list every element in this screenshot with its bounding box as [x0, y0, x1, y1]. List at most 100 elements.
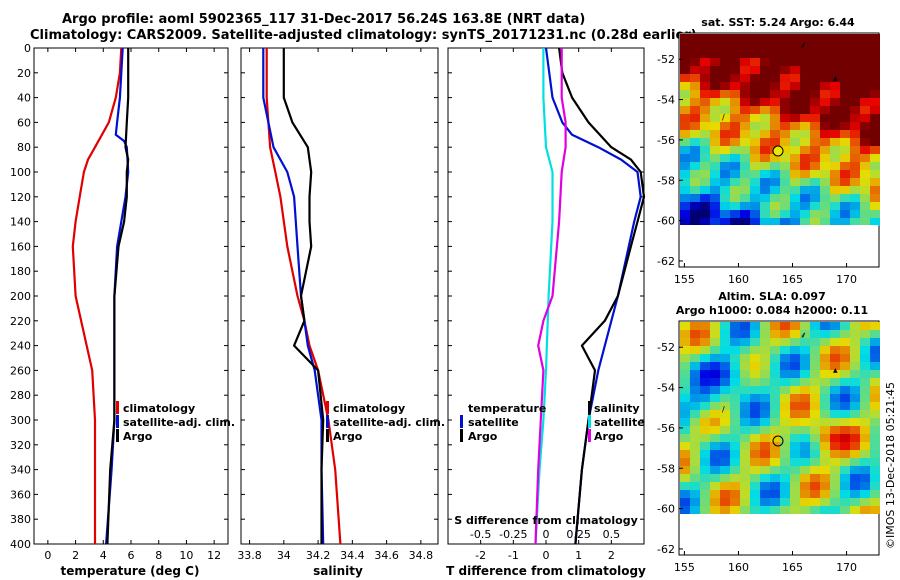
sst-cell: [750, 162, 760, 170]
sst-cell: [830, 146, 840, 154]
sla-cell: [700, 322, 710, 330]
sst-cell: [870, 90, 880, 98]
sst-cell: [750, 114, 760, 122]
temperature-plot-frame: [33, 47, 229, 545]
sla-cell: [860, 482, 870, 490]
sst-cell: [760, 194, 770, 202]
sst-cell: [830, 186, 840, 194]
sst-cell: [720, 98, 730, 106]
sla-cell: [680, 410, 690, 418]
map-y-tick-label: -60: [657, 503, 675, 516]
sst-cell: [720, 194, 730, 202]
sla-cell: [810, 322, 820, 330]
sla-cell: [800, 402, 810, 410]
sla-cell: [860, 394, 870, 402]
sst-cell: [700, 194, 710, 202]
sst-cell: [790, 42, 800, 50]
sst-cell: [780, 58, 790, 66]
sst-cell: [720, 90, 730, 98]
sla-cell: [820, 506, 830, 514]
sla-cell: [790, 450, 800, 458]
sst-cell: [870, 122, 880, 130]
sst-cell: [740, 50, 750, 58]
sst-cell: [680, 194, 690, 202]
sst-cell: [720, 138, 730, 146]
top-tick-label: -0.25: [499, 528, 527, 541]
sla-cell: [730, 474, 740, 482]
sla-cell: [700, 434, 710, 442]
sla-cell: [730, 346, 740, 354]
sst-cell: [870, 74, 880, 82]
x-tick-label: 0: [44, 549, 51, 562]
sst-cell: [820, 138, 830, 146]
sla-cell: [790, 410, 800, 418]
sla-cell: [790, 482, 800, 490]
sla-cell: [840, 402, 850, 410]
sla-island-mark: ⸙: [800, 331, 807, 341]
sla-cell: [830, 450, 840, 458]
sla-cell: [730, 386, 740, 394]
sla-cell: [750, 498, 760, 506]
sst-cell: [690, 170, 700, 178]
sla-cell: [710, 362, 720, 370]
sst-cell: [690, 58, 700, 66]
sla-cell: [730, 458, 740, 466]
sst-cell: [710, 170, 720, 178]
sst-cell: [760, 106, 770, 114]
sst-cell: [770, 162, 780, 170]
sst-cell: [870, 218, 880, 226]
sst-cell: [770, 186, 780, 194]
sst-cell: [780, 66, 790, 74]
sla-cell: [720, 466, 730, 474]
y-tick-label: 360: [10, 488, 31, 501]
sla-cell: [760, 386, 770, 394]
sst-cell: [700, 146, 710, 154]
sst-cell: [850, 178, 860, 186]
sst-cell: [830, 58, 840, 66]
sst-cell: [860, 186, 870, 194]
sla-cell: [810, 330, 820, 338]
sst-cell: [840, 170, 850, 178]
sla-cell: [820, 346, 830, 354]
x-tick-label: 4: [100, 549, 107, 562]
sst-cell: [740, 162, 750, 170]
sla-cell: [850, 458, 860, 466]
sla-cell: [800, 458, 810, 466]
sla-cell: [860, 474, 870, 482]
sst-cell: [810, 170, 820, 178]
sla-cell: [780, 458, 790, 466]
sst-cell: [700, 114, 710, 122]
sst-cell: [750, 178, 760, 186]
sst-cell: [830, 42, 840, 50]
sla-cell: [760, 338, 770, 346]
sst-cell: [810, 122, 820, 130]
sla-cell: [710, 490, 720, 498]
difference-plot-frame: [447, 47, 645, 545]
sst-cell: [840, 74, 850, 82]
sla-cell: [770, 402, 780, 410]
sst-cell: [680, 170, 690, 178]
sst-cell: [770, 90, 780, 98]
sst-cell: [680, 178, 690, 186]
sst-cell: [860, 106, 870, 114]
series-line-s-satellite: [534, 48, 554, 545]
difference-legend: temperature satellite Argo salinity sate…: [460, 401, 645, 443]
difference-top-x-label: S difference from climatology: [454, 514, 638, 527]
sla-cell: [830, 482, 840, 490]
sst-cell: [740, 170, 750, 178]
legend-swatch-satellite: [116, 415, 119, 428]
sla-cell: [870, 338, 880, 346]
sst-cell: [810, 202, 820, 210]
sst-cell: [830, 218, 840, 226]
sst-cell: [680, 66, 690, 74]
sst-cell: [810, 34, 820, 42]
sla-cell: [680, 482, 690, 490]
sst-cell: [780, 154, 790, 162]
sst-cell: [830, 50, 840, 58]
sla-cell: [780, 322, 790, 330]
sst-cell: [820, 162, 830, 170]
sst-cell: [790, 130, 800, 138]
sla-cell: [680, 490, 690, 498]
sst-cell: [810, 74, 820, 82]
sst-cell: [810, 114, 820, 122]
